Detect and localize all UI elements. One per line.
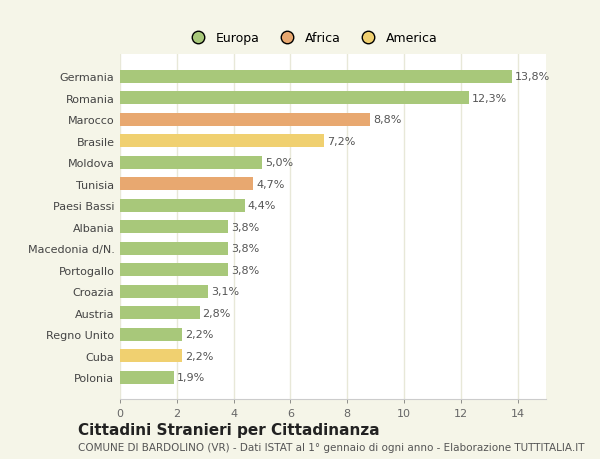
- Bar: [120, 157, 262, 169]
- Bar: [120, 221, 228, 234]
- Text: 3,8%: 3,8%: [231, 265, 259, 275]
- Text: 2,2%: 2,2%: [185, 330, 214, 339]
- Bar: [120, 199, 245, 212]
- Bar: [120, 178, 253, 191]
- Text: 3,8%: 3,8%: [231, 244, 259, 254]
- Text: 3,1%: 3,1%: [211, 286, 239, 297]
- Text: COMUNE DI BARDOLINO (VR) - Dati ISTAT al 1° gennaio di ogni anno - Elaborazione : COMUNE DI BARDOLINO (VR) - Dati ISTAT al…: [78, 442, 584, 452]
- Text: 2,2%: 2,2%: [185, 351, 214, 361]
- Bar: [120, 71, 512, 84]
- Text: 12,3%: 12,3%: [472, 94, 508, 104]
- Text: 2,8%: 2,8%: [202, 308, 231, 318]
- Text: 3,8%: 3,8%: [231, 222, 259, 232]
- Bar: [120, 307, 200, 319]
- Text: 13,8%: 13,8%: [515, 72, 550, 82]
- Bar: [120, 92, 469, 105]
- Bar: [120, 349, 182, 362]
- Bar: [120, 135, 325, 148]
- Bar: [120, 371, 174, 384]
- Text: 7,2%: 7,2%: [328, 136, 356, 146]
- Text: 5,0%: 5,0%: [265, 158, 293, 168]
- Text: 4,4%: 4,4%: [248, 201, 276, 211]
- Bar: [120, 328, 182, 341]
- Text: 1,9%: 1,9%: [177, 372, 205, 382]
- Bar: [120, 242, 228, 255]
- Text: 8,8%: 8,8%: [373, 115, 401, 125]
- Legend: Europa, Africa, America: Europa, Africa, America: [181, 27, 442, 50]
- Text: 4,7%: 4,7%: [256, 179, 284, 189]
- Bar: [120, 285, 208, 298]
- Bar: [120, 113, 370, 127]
- Text: Cittadini Stranieri per Cittadinanza: Cittadini Stranieri per Cittadinanza: [78, 422, 380, 437]
- Bar: [120, 263, 228, 276]
